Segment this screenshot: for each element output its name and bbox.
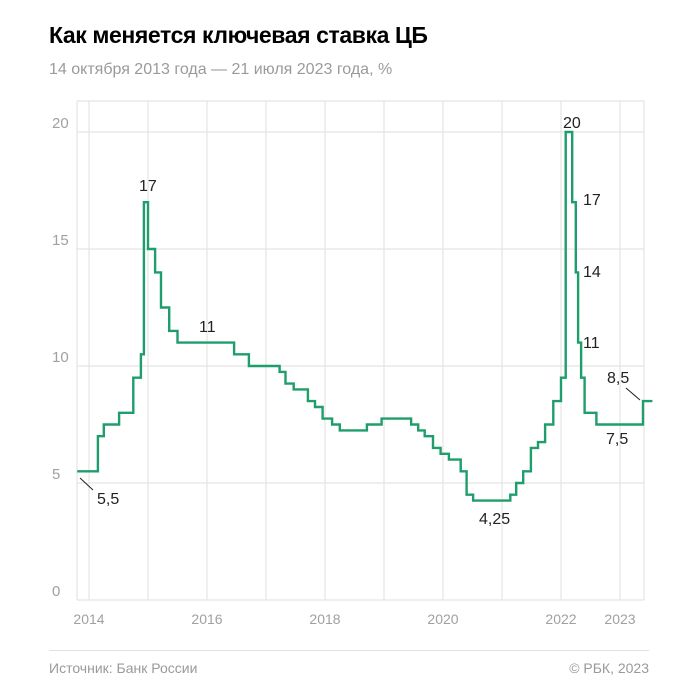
annotation-2022-11: 11: [583, 335, 600, 352]
key-rate-line: [77, 130, 653, 502]
annotation-2022-14: 14: [583, 264, 601, 281]
annotation-2023-low: 7,5: [606, 431, 628, 448]
annotation-2015-plateau: 11: [199, 319, 216, 336]
y-tick-label: 10: [52, 349, 69, 366]
x-tick-label: 2022: [545, 611, 576, 627]
x-tick-label: 2014: [73, 611, 104, 627]
footer-divider: [49, 650, 649, 651]
annotation-end-value: 8,5: [607, 370, 629, 387]
leader-line-start: [79, 477, 94, 491]
x-tick-label: 2023: [604, 611, 635, 627]
annotation-2022-peak: 20: [563, 115, 581, 132]
y-tick-label: 0: [52, 583, 60, 600]
grid-lines: [76, 100, 645, 601]
y-tick-label: 5: [52, 466, 60, 483]
y-axis-ticks: 0 5 10 15 20: [52, 115, 69, 600]
chart-title: Как меняется ключевая ставка ЦБ: [49, 22, 428, 48]
source-note: Источник: Банк России: [49, 660, 198, 676]
x-tick-label: 2016: [191, 611, 222, 627]
x-tick-label: 2018: [309, 611, 340, 627]
annotation-2014-peak: 17: [139, 178, 157, 195]
leader-line-end: [625, 387, 641, 401]
x-tick-label: 2020: [427, 611, 458, 627]
annotations: 5,5 17 11 4,25 20 17 14 11 7,5 8,5: [79, 115, 641, 528]
y-tick-label: 20: [52, 115, 69, 132]
annotation-start-value: 5,5: [97, 491, 119, 508]
copyright: © РБК, 2023: [569, 660, 649, 676]
annotation-2020-low: 4,25: [479, 511, 510, 528]
annotation-2022-17: 17: [583, 192, 601, 209]
x-axis-ticks: 2014 2016 2018 2020 2022 2023: [73, 611, 635, 627]
chart-subtitle: 14 октября 2013 года — 21 июля 2023 года…: [49, 61, 393, 78]
y-tick-label: 15: [52, 232, 69, 249]
